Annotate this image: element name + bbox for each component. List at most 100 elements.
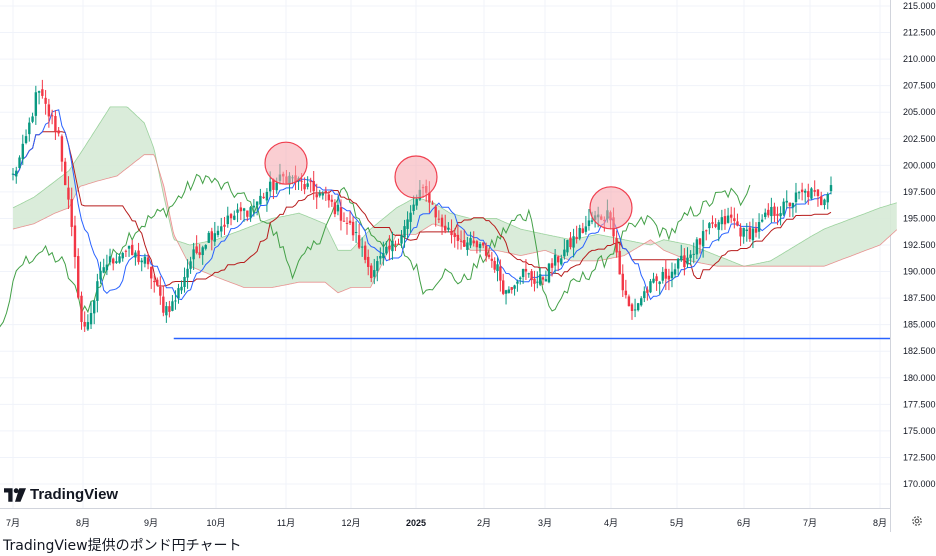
candle-body (174, 300, 177, 302)
candle-body (83, 321, 86, 327)
candle-body (18, 157, 21, 169)
candle-body (363, 245, 367, 260)
candle-body (168, 306, 171, 312)
candle-body (459, 240, 463, 242)
gear-icon[interactable] (911, 515, 923, 527)
candle-body (357, 235, 361, 248)
candle-body (216, 230, 220, 235)
candle-body (180, 286, 183, 291)
candle-body (785, 200, 788, 203)
candle-body (140, 260, 143, 263)
candle-body (354, 232, 358, 234)
candle-body (667, 275, 671, 280)
candle-body (121, 252, 124, 259)
price-tick-label: 210.000 (903, 54, 936, 64)
candle-body (519, 277, 522, 280)
price-tick-label: 190.000 (903, 267, 936, 277)
candle-body (538, 274, 542, 285)
price-tick-label: 172.500 (903, 452, 936, 462)
candle-body (453, 233, 456, 238)
candle-body (516, 281, 519, 284)
chikou-span-line (0, 173, 751, 328)
highlight-circle[interactable] (394, 155, 438, 199)
candle-body (321, 193, 324, 196)
candle-body (615, 238, 618, 253)
price-axis[interactable]: 215.000 212.500 210.000 207.500 205.000 202.5… (903, 1, 936, 489)
candle-body (77, 256, 80, 298)
candle-body (431, 203, 434, 205)
candle-body (370, 265, 373, 279)
candle-body (757, 222, 761, 232)
candle-body (823, 199, 826, 206)
candle-body (590, 220, 594, 222)
time-tick-label: 7月 (803, 518, 817, 528)
candle-body (810, 188, 813, 199)
candle-body (183, 276, 186, 287)
candle-body (403, 226, 406, 237)
candle-body (137, 250, 140, 263)
time-tick-label: 12月 (341, 518, 360, 528)
candle-body (550, 263, 554, 268)
candle-body (400, 235, 403, 244)
candle-body (70, 199, 73, 227)
candle-body (829, 185, 833, 192)
price-tick-label: 207.500 (903, 81, 936, 91)
candle-body (348, 220, 352, 223)
candle-body (37, 91, 41, 93)
candle-body (379, 256, 382, 259)
candle-body (204, 244, 207, 249)
candle-body (342, 220, 346, 222)
candle-body (324, 190, 328, 193)
price-chart[interactable]: 215.000 212.500 210.000 207.500 205.000 202.5… (0, 0, 936, 532)
candle-body (776, 213, 779, 216)
candle-body (394, 243, 397, 245)
candle-body (773, 206, 776, 216)
tradingview-logo[interactable]: TradingView (4, 486, 118, 503)
candle-body (745, 229, 748, 232)
candle-body (67, 187, 70, 200)
candle-body (376, 261, 379, 271)
candle-body (102, 267, 105, 273)
candle-body (177, 288, 180, 299)
tradingview-logo-icon (4, 487, 26, 502)
tradingview-logo-text: TradingView (30, 486, 119, 503)
candle-body (73, 225, 77, 258)
candle-body (770, 206, 773, 217)
candle-body (701, 231, 705, 247)
candle-body (800, 189, 804, 193)
candle-body (134, 252, 137, 258)
candle-body (733, 218, 736, 222)
candle-body (816, 189, 820, 196)
candle-body (627, 296, 631, 307)
candle-body (210, 231, 213, 240)
price-tick-label: 215.000 (903, 1, 936, 11)
candle-body (118, 256, 121, 263)
candle-body (306, 183, 309, 187)
candle-body (807, 191, 810, 198)
candle-body (409, 212, 412, 222)
candle-body (367, 256, 370, 267)
highlight-circle[interactable] (264, 141, 308, 185)
candle-body (680, 255, 683, 261)
candle-body (86, 322, 90, 330)
time-axis[interactable]: 7月 8月 9月 10月 11月 12月 2025 2月 3月 4月 5月 6月 7月 8月 (6, 518, 887, 528)
candle-body (31, 116, 34, 122)
candle-body (764, 212, 767, 217)
candle-body (391, 240, 394, 252)
candle-body (566, 240, 569, 253)
candle-body (643, 291, 646, 299)
candle-body (165, 306, 168, 316)
highlight-circles (264, 141, 633, 230)
candle-body (444, 225, 447, 231)
candle-body (21, 143, 24, 160)
candle-body (640, 298, 643, 306)
candle-body (587, 220, 591, 227)
candle-body (99, 270, 102, 280)
candle-body (726, 215, 730, 223)
ichimoku-cloud (12, 106, 898, 294)
candle-body (463, 240, 466, 247)
highlight-circle[interactable] (589, 186, 633, 230)
candle-body (472, 240, 475, 244)
candle-body (513, 285, 516, 289)
time-tick-label: 8月 (873, 518, 887, 528)
